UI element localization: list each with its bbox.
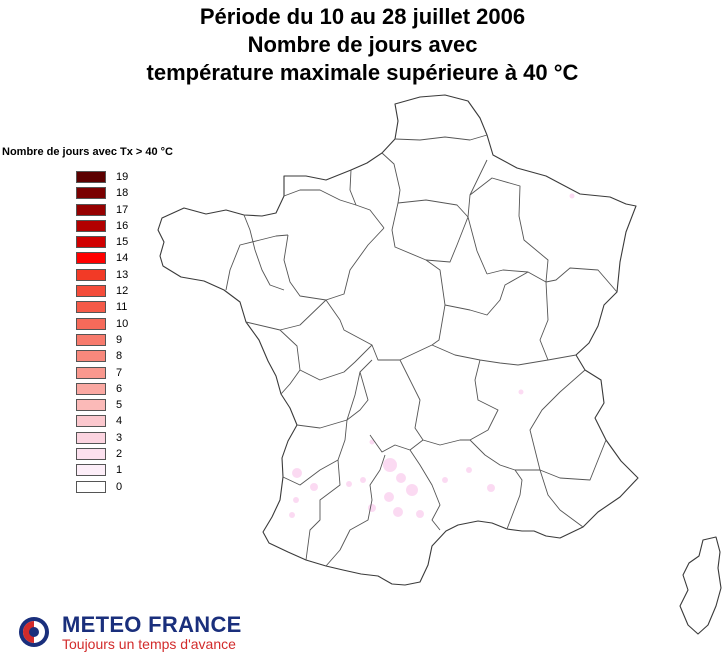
legend-label: 1 xyxy=(116,464,123,477)
legend-label: 4 xyxy=(116,415,123,428)
legend-label: 10 xyxy=(116,317,129,330)
legend-swatch xyxy=(76,171,106,183)
hot-spot xyxy=(396,473,406,483)
legend-label: 7 xyxy=(116,366,123,379)
legend-swatch xyxy=(76,317,106,330)
hot-spot xyxy=(518,389,524,395)
legend-swatch xyxy=(76,448,106,461)
legend-swatch xyxy=(76,252,106,265)
france-outline xyxy=(157,94,639,586)
legend-swatch xyxy=(76,236,106,249)
legend-swatch xyxy=(76,333,106,346)
legend-label: 19 xyxy=(116,171,129,183)
hot-spot xyxy=(292,468,302,478)
hot-day-spots xyxy=(289,193,575,518)
hot-spot xyxy=(384,492,394,502)
brand-name: METEO FRANCE xyxy=(62,612,242,637)
meteo-france-logo-icon xyxy=(19,617,49,647)
legend-title: Nombre de jours avec Tx > 40 °C xyxy=(2,146,173,158)
legend-swatch xyxy=(76,350,106,363)
legend-label: 3 xyxy=(116,431,123,444)
legend-swatch xyxy=(76,219,106,232)
legend-swatch xyxy=(76,431,106,444)
legend-label: 9 xyxy=(116,333,123,346)
legend-swatch xyxy=(76,301,106,314)
legend-swatch xyxy=(76,480,106,493)
legend-swatch xyxy=(76,203,106,216)
legend-swatch xyxy=(76,464,106,477)
hot-spot xyxy=(383,458,397,472)
hot-spot xyxy=(393,507,403,517)
hot-spot xyxy=(416,510,424,518)
hot-spot xyxy=(360,477,366,483)
hot-spot xyxy=(293,497,299,503)
legend-label: 14 xyxy=(116,252,129,265)
legend-label: 15 xyxy=(116,236,129,249)
hot-spot xyxy=(406,484,418,496)
title-line-3: température maximale supérieure à 40 °C xyxy=(146,60,579,85)
brand-slogan: Toujours un temps d'avance xyxy=(62,636,236,652)
legend-swatch xyxy=(76,399,106,412)
legend-label: 11 xyxy=(116,301,128,314)
legend-swatch xyxy=(76,187,106,200)
hot-spot xyxy=(569,193,575,199)
hot-spot xyxy=(466,467,472,473)
legend-label: 17 xyxy=(116,203,129,216)
hot-spot xyxy=(369,439,375,445)
title-line-2: Nombre de jours avec xyxy=(247,32,478,57)
legend-swatch xyxy=(76,366,106,379)
legend-label: 8 xyxy=(116,350,123,363)
hot-spot xyxy=(487,484,495,492)
hot-spot xyxy=(346,481,352,487)
legend-swatch xyxy=(76,415,106,428)
legend-label: 16 xyxy=(116,219,129,232)
legend-label: 5 xyxy=(116,399,123,412)
legend-label: 13 xyxy=(116,268,129,281)
legend-label: 6 xyxy=(116,382,123,395)
legend-swatch xyxy=(76,268,106,281)
legend-label: 2 xyxy=(116,448,123,461)
hot-spot xyxy=(442,477,448,483)
map-title: Période du 10 au 28 juillet 2006 Nombre … xyxy=(0,3,725,87)
legend-swatch xyxy=(76,285,106,298)
title-line-1: Période du 10 au 28 juillet 2006 xyxy=(199,4,526,29)
corsica-outline xyxy=(679,536,722,635)
legend-label: 18 xyxy=(116,187,129,200)
legend-swatch xyxy=(76,382,106,395)
hot-spot xyxy=(368,504,376,512)
legend-label: 0 xyxy=(116,480,123,493)
legend-label: 12 xyxy=(116,285,129,298)
hot-spot xyxy=(310,483,318,491)
region-borders xyxy=(225,134,618,567)
hot-spot xyxy=(289,512,295,518)
